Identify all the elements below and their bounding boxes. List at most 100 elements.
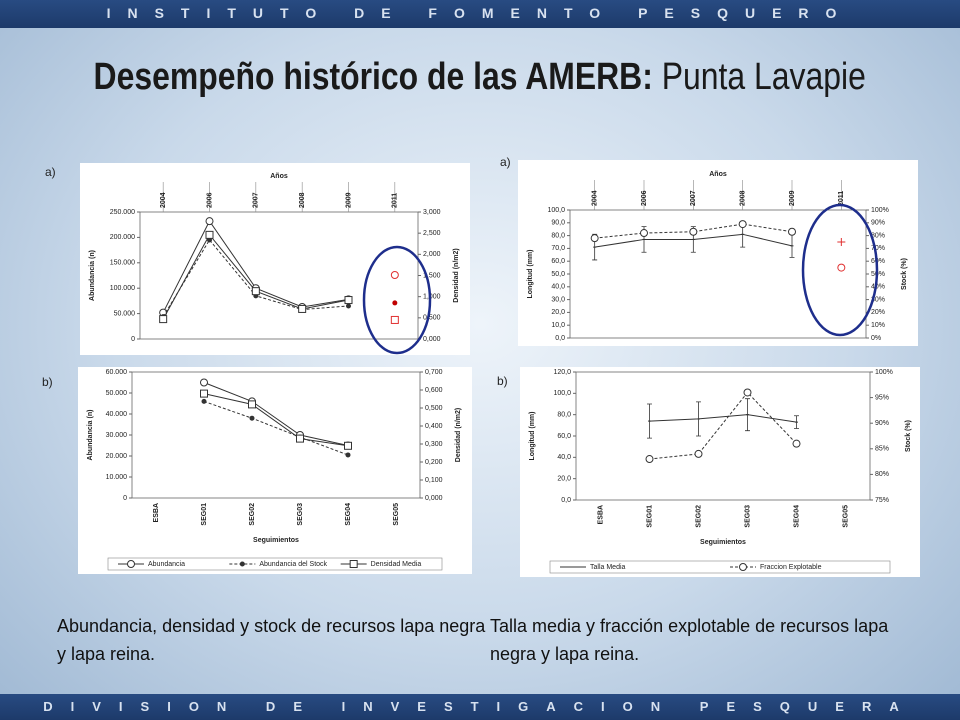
x-tick-label: SEG04 (345, 503, 352, 526)
x-tick-label: 2011 (392, 193, 399, 208)
y-tick-label: 80,0 (551, 232, 565, 239)
y2-tick-label: 0,200 (425, 459, 443, 466)
x-tick-label: 2004 (160, 192, 167, 208)
chart: b) 0,0 20,0 40,0 60,0 80,0 100,0 120,0 75% 80% 85%… (497, 367, 920, 577)
y2-tick-label: 100% (871, 207, 889, 214)
marker (296, 434, 304, 443)
y2-tick-label: 3,000 (423, 209, 441, 216)
y-tick-label: 100,0 (547, 207, 565, 214)
y-axis-title: Abundancia (n) (89, 250, 96, 301)
y2-tick-label: 0,400 (425, 423, 443, 430)
y2-axis-title: Densidad (n/m2) (453, 248, 460, 302)
marker (392, 300, 398, 306)
y2-tick-label: 60% (871, 258, 885, 265)
marker (200, 378, 208, 387)
x-tick-label: 2006 (641, 190, 648, 206)
panel-label: b) (497, 374, 508, 388)
x-tick-label: SEG02 (695, 505, 702, 528)
y2-tick-label: 0,000 (425, 495, 443, 502)
y-tick-label: 20.000 (106, 453, 128, 460)
x-tick-label: SEG01 (201, 503, 208, 526)
marker (390, 270, 399, 279)
y-tick-label: 250.000 (110, 209, 135, 216)
marker (239, 561, 245, 567)
x-tick-label: ESBA (153, 503, 160, 522)
y2-tick-label: 0% (871, 335, 881, 342)
chart: a) 0 50.000 100.000 150.000 200.000 250.000 0,0… (45, 163, 470, 355)
y2-tick-label: 100% (875, 369, 893, 376)
marker (694, 449, 703, 458)
marker (201, 398, 207, 404)
y2-tick-label: 2,500 (423, 230, 441, 237)
y-axis-title: Longitud (mm) (529, 412, 536, 461)
y-tick-label: 70,0 (551, 245, 565, 252)
y2-tick-label: 0,500 (423, 315, 441, 322)
y-tick-label: 30,0 (551, 296, 565, 303)
legend-label: Abundancia (148, 561, 185, 568)
y-tick-label: 30.000 (106, 432, 128, 439)
highlight-ellipse (801, 203, 879, 337)
y2-tick-label: 2,000 (423, 251, 441, 258)
y-tick-label: 0 (123, 495, 127, 502)
y-tick-label: 200.000 (110, 234, 135, 241)
y-tick-label: 0,0 (555, 335, 565, 342)
y2-tick-label: 85% (875, 446, 889, 453)
y2-tick-label: 90% (875, 420, 889, 427)
marker (251, 287, 260, 296)
y2-tick-label: 0,000 (423, 336, 441, 343)
marker (739, 563, 747, 571)
x-axis-title: Años (709, 171, 727, 178)
highlight-ellipse (362, 245, 432, 355)
y2-tick-label: 75% (875, 497, 889, 504)
marker (249, 415, 255, 421)
y2-tick-label: 95% (875, 394, 889, 401)
x-tick-label: 2009 (789, 190, 796, 206)
marker (743, 388, 752, 397)
marker (645, 455, 654, 464)
y2-tick-label: 0,700 (425, 369, 443, 376)
y-axis-title: Longitud (mm) (527, 250, 534, 299)
title-bold: Desempeño histórico de las AMERB: (93, 56, 654, 98)
y-tick-label: 50,0 (551, 271, 565, 278)
marker (837, 238, 846, 246)
marker (689, 227, 698, 236)
y2-tick-label: 1,000 (423, 294, 441, 301)
series-line (203, 400, 349, 456)
y2-tick-label: 0,300 (425, 441, 443, 448)
x-axis-title: Años (270, 173, 288, 180)
x-tick-label: 2008 (299, 192, 306, 208)
y2-tick-label: 0,500 (425, 405, 443, 412)
marker (205, 230, 214, 239)
legend-label: Talla Media (590, 564, 626, 571)
marker (788, 227, 796, 236)
series-line (594, 223, 793, 239)
y-tick-label: 100,0 (553, 390, 571, 397)
x-tick-label: SEG01 (646, 505, 653, 528)
x-tick-label: SEG03 (297, 503, 304, 526)
x-tick-label: SEG05 (393, 503, 400, 526)
y-tick-label: 150.000 (110, 260, 135, 267)
y2-axis-title: Stock (%) (905, 420, 912, 452)
legend-label: Densidad Media (371, 561, 422, 568)
marker (344, 296, 353, 305)
y-tick-label: 60.000 (106, 369, 128, 376)
panel-label: a) (45, 165, 56, 179)
y-tick-label: 10,0 (551, 322, 565, 329)
header: INSTITUTO DE FOMENTO PESQUERO (0, 0, 960, 28)
marker (205, 217, 214, 226)
marker (200, 389, 208, 398)
caption: Abundancia, densidad y stock de recursos… (57, 616, 486, 664)
x-tick-label: SEG03 (744, 505, 751, 528)
x-tick-label: 2011 (838, 191, 845, 206)
chart: b) 0 10.000 20.000 30.000 40.000 50.000 60.000 0… (42, 367, 472, 574)
y-tick-label: 50.000 (114, 310, 136, 317)
y2-axis-title: Stock (%) (901, 258, 908, 290)
series-line (203, 382, 349, 446)
marker (346, 303, 351, 309)
slide-title: Desempeño histórico de las AMERB: Punta … (0, 56, 960, 99)
y-tick-label: 80,0 (557, 412, 571, 419)
marker (640, 229, 648, 238)
y2-tick-label: 40% (871, 284, 885, 291)
